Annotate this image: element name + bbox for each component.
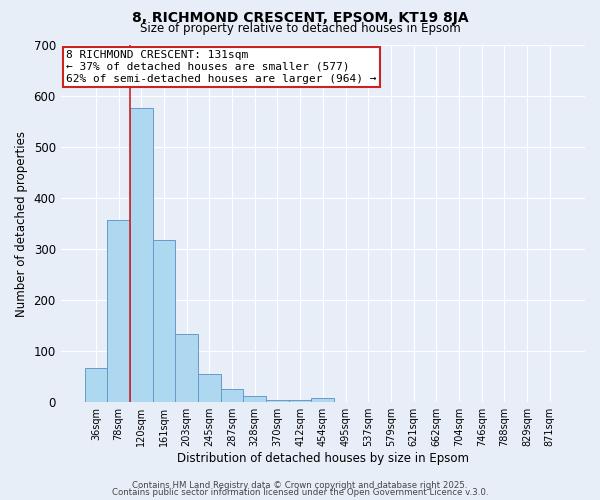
Text: 8 RICHMOND CRESCENT: 131sqm
← 37% of detached houses are smaller (577)
62% of se: 8 RICHMOND CRESCENT: 131sqm ← 37% of det… bbox=[66, 50, 376, 84]
Text: 8, RICHMOND CRESCENT, EPSOM, KT19 8JA: 8, RICHMOND CRESCENT, EPSOM, KT19 8JA bbox=[131, 11, 469, 25]
Bar bbox=[221, 389, 244, 402]
Y-axis label: Number of detached properties: Number of detached properties bbox=[15, 130, 28, 316]
Bar bbox=[130, 108, 152, 402]
Bar bbox=[175, 334, 198, 402]
Bar bbox=[107, 220, 130, 402]
Text: Contains HM Land Registry data © Crown copyright and database right 2025.: Contains HM Land Registry data © Crown c… bbox=[132, 481, 468, 490]
Bar bbox=[198, 374, 221, 402]
Bar bbox=[152, 240, 175, 402]
Bar bbox=[311, 398, 334, 402]
Bar bbox=[85, 368, 107, 402]
X-axis label: Distribution of detached houses by size in Epsom: Distribution of detached houses by size … bbox=[177, 452, 469, 465]
Bar bbox=[289, 400, 311, 402]
Bar bbox=[244, 396, 266, 402]
Text: Size of property relative to detached houses in Epsom: Size of property relative to detached ho… bbox=[140, 22, 460, 35]
Text: Contains public sector information licensed under the Open Government Licence v.: Contains public sector information licen… bbox=[112, 488, 488, 497]
Bar bbox=[266, 400, 289, 402]
